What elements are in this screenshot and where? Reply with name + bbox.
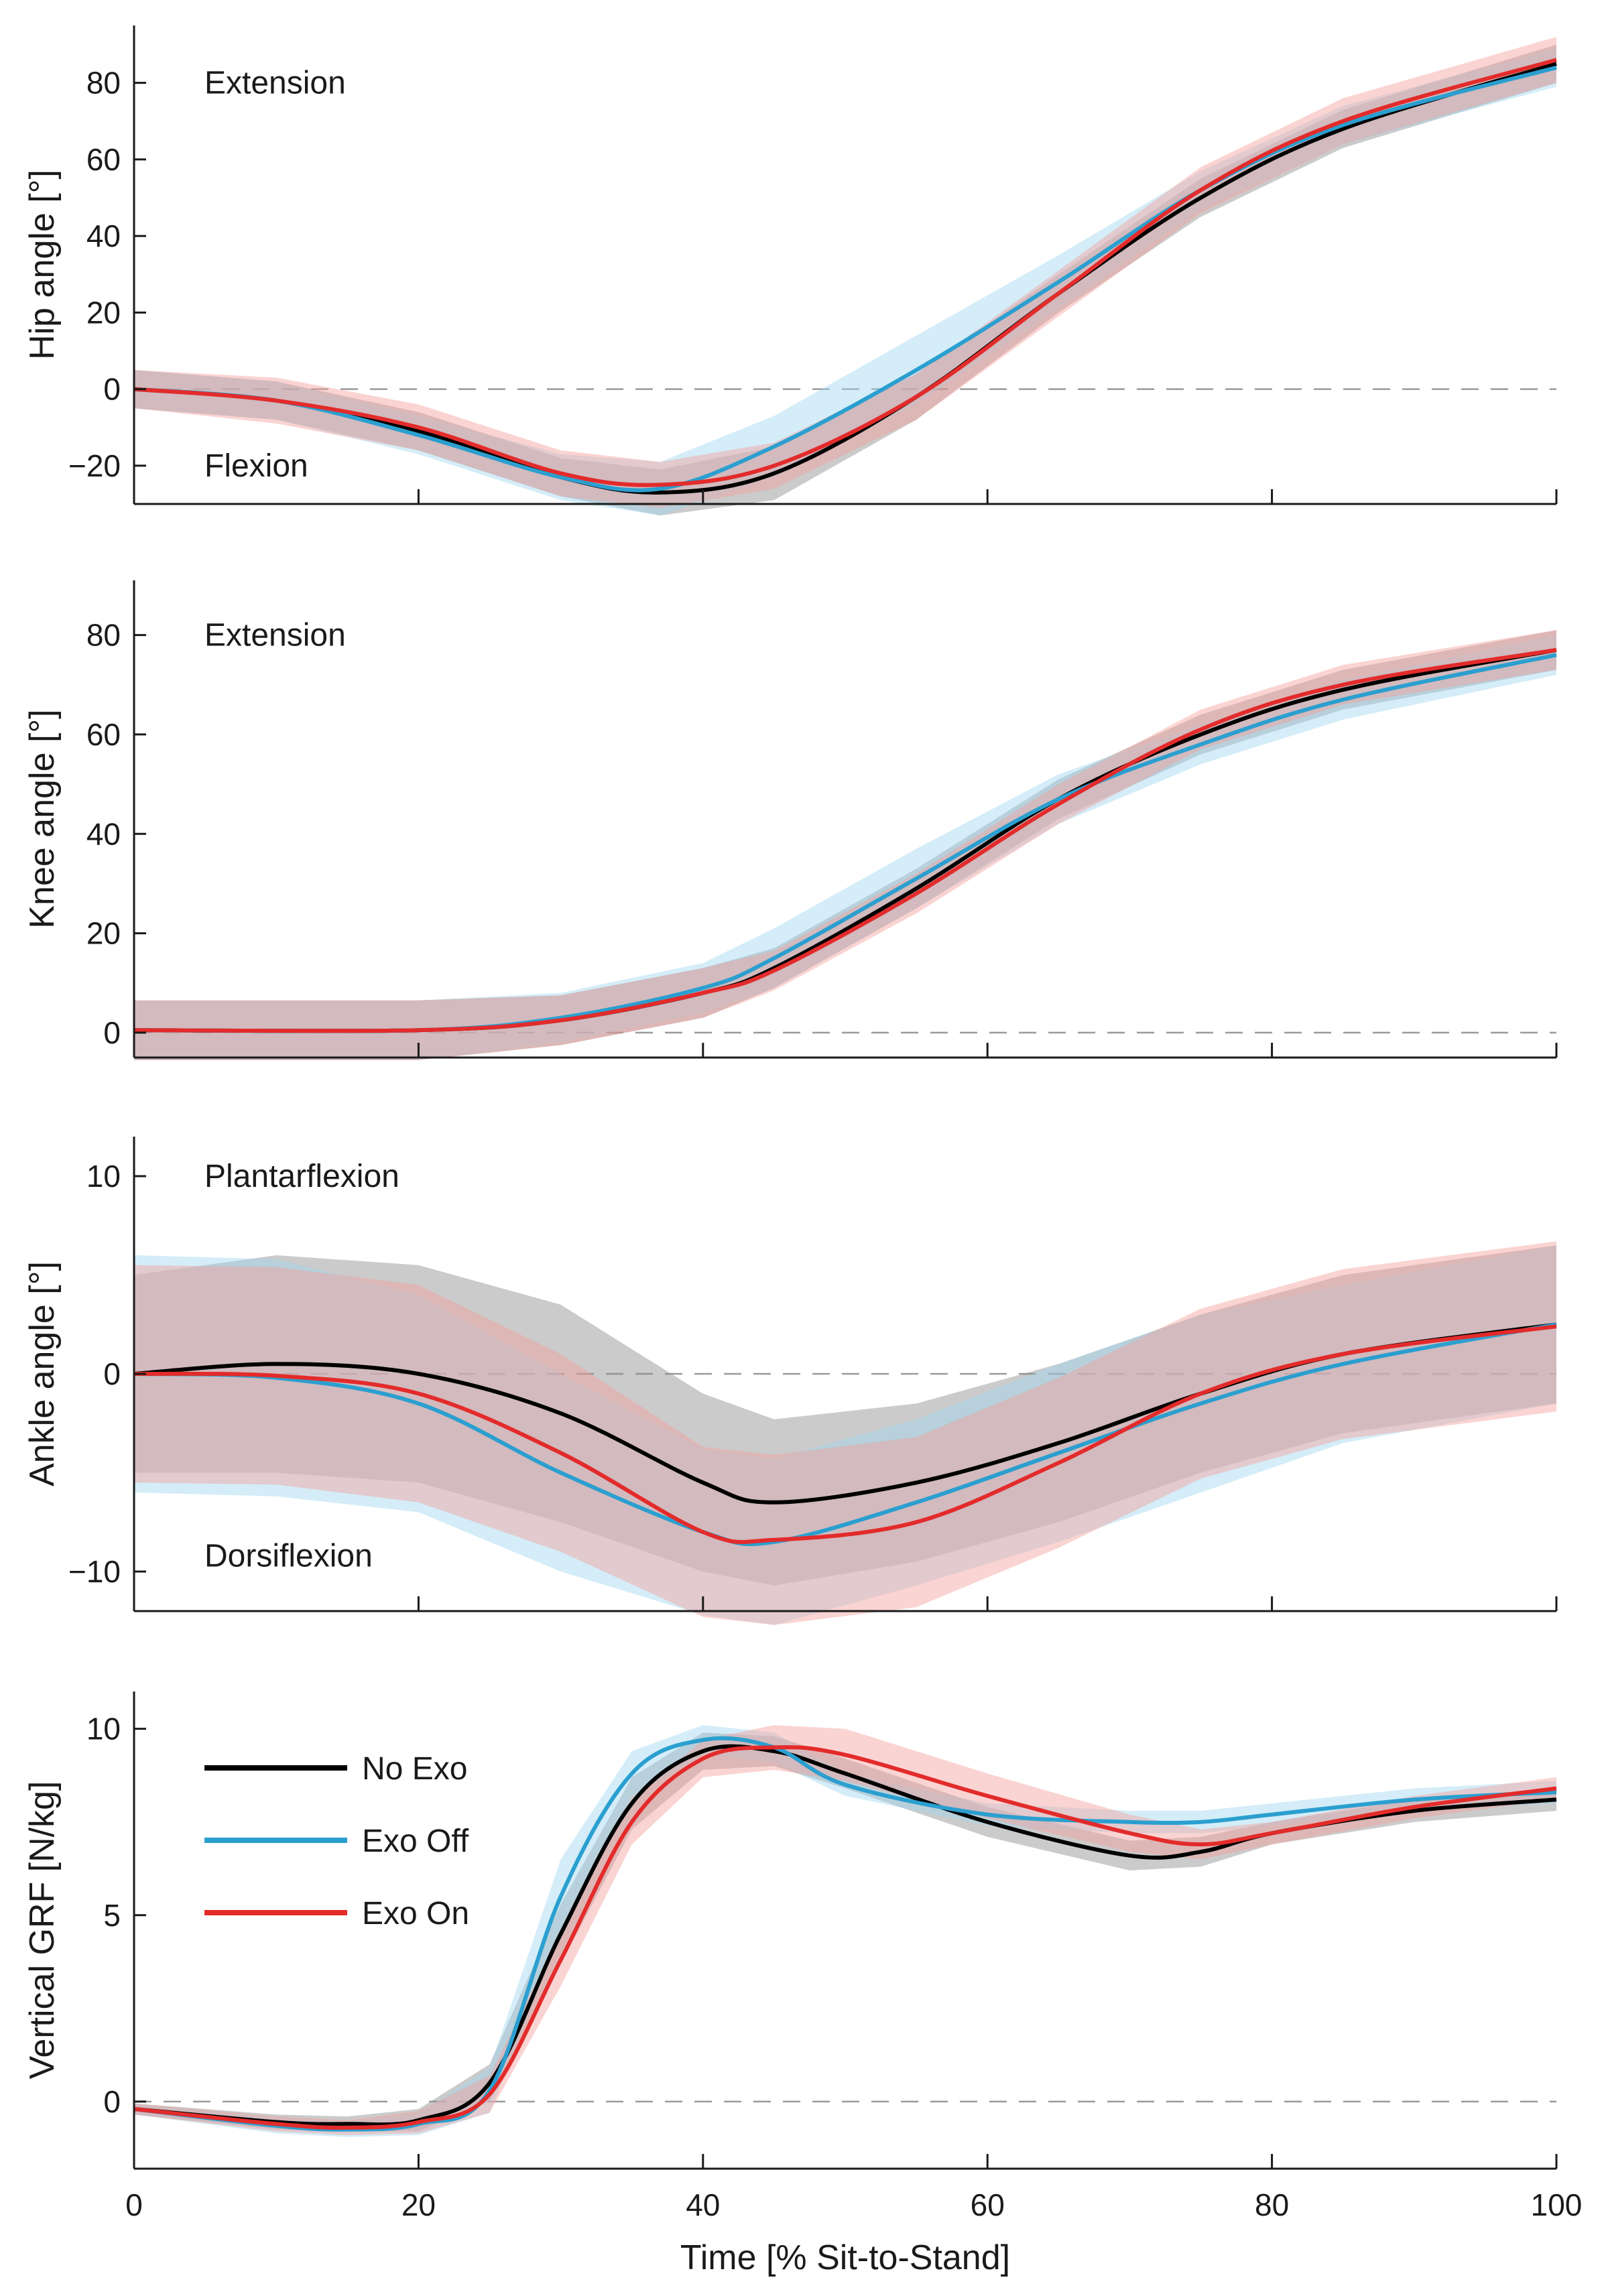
y-tick-label: 0 bbox=[103, 2084, 121, 2119]
y-tick-label: 20 bbox=[86, 916, 121, 951]
x-tick-label: 60 bbox=[971, 2187, 1005, 2222]
annotation-plantarflexion: Plantarflexion bbox=[204, 1159, 399, 1194]
y-tick-label: 10 bbox=[86, 1712, 121, 1746]
x-tick-label: 20 bbox=[402, 2187, 436, 2222]
legend-label-exo-on: Exo On bbox=[362, 1896, 469, 1931]
annotation-flexion: Flexion bbox=[204, 448, 308, 484]
annotation-extension: Extension bbox=[204, 66, 346, 101]
y-tick-label: 80 bbox=[86, 66, 121, 101]
line-exo-on bbox=[133, 1745, 1557, 2130]
band-exo-on bbox=[134, 37, 1556, 508]
band-exo-off bbox=[134, 48, 1556, 516]
y-axis-title: Hip angle [°] bbox=[23, 170, 62, 360]
y-tick-label: 60 bbox=[86, 717, 121, 752]
y-tick-label: 0 bbox=[103, 1356, 121, 1391]
line-exo-off bbox=[133, 65, 1557, 493]
line-exo-on bbox=[133, 1324, 1557, 1545]
x-tick-label: 40 bbox=[686, 2187, 720, 2222]
band-exo-off bbox=[134, 1725, 1556, 2137]
panel-hip: −20 0 20 40 60 80 Hip angle [°] Extension Flexio… bbox=[23, 25, 1558, 516]
line-exo-on bbox=[133, 58, 1557, 487]
y-axis-title: Knee angle [°] bbox=[23, 709, 62, 928]
legend-label-no-exo: No Exo bbox=[362, 1751, 467, 1787]
line-no-exo bbox=[133, 62, 1557, 495]
panel-knee: 0 20 40 60 80 Knee angle [°] Extension bbox=[23, 580, 1558, 1060]
band-exo-off bbox=[134, 635, 1556, 1060]
y-tick-label: 40 bbox=[86, 218, 121, 253]
band-exo-on bbox=[134, 1241, 1556, 1625]
legend-label-exo-off: Exo Off bbox=[362, 1824, 469, 1859]
y-tick-label: 5 bbox=[103, 1898, 121, 1933]
x-tick-label: 100 bbox=[1531, 2187, 1583, 2222]
annotation-extension: Extension bbox=[204, 618, 346, 653]
legend: No Exo Exo Off Exo On bbox=[204, 1751, 469, 1931]
y-tick-label: 0 bbox=[103, 372, 121, 407]
y-tick-label: 40 bbox=[86, 816, 121, 851]
x-tick-label: 80 bbox=[1255, 2187, 1289, 2222]
band-no-exo bbox=[134, 630, 1556, 1060]
band-no-exo bbox=[134, 1245, 1556, 1586]
y-tick-label: 10 bbox=[86, 1159, 121, 1194]
band-exo-off bbox=[134, 1245, 1556, 1625]
y-tick-label: 20 bbox=[86, 295, 121, 330]
y-axis-title: Ankle angle [°] bbox=[23, 1261, 62, 1486]
y-tick-label: 80 bbox=[86, 618, 121, 653]
line-exo-on bbox=[133, 647, 1557, 1033]
annotation-dorsiflexion: Dorsiflexion bbox=[204, 1538, 373, 1574]
panel-ankle: −10 0 10 Ankle angle [°] Plantarflexion Dorsi… bbox=[23, 1137, 1558, 1625]
x-axis-title: Time [% Sit-to-Stand] bbox=[680, 2238, 1010, 2277]
x-tick-label: 0 bbox=[125, 2187, 143, 2222]
band-no-exo bbox=[134, 44, 1556, 516]
y-axis-title: Vertical GRF [N/kg] bbox=[23, 1781, 62, 2080]
y-tick-label: 0 bbox=[103, 1015, 121, 1050]
y-tick-label: −20 bbox=[68, 448, 121, 483]
band-exo-on bbox=[134, 630, 1556, 1060]
line-exo-off bbox=[133, 1736, 1557, 2132]
y-tick-label: −10 bbox=[68, 1554, 121, 1589]
y-tick-label: 60 bbox=[86, 142, 121, 177]
